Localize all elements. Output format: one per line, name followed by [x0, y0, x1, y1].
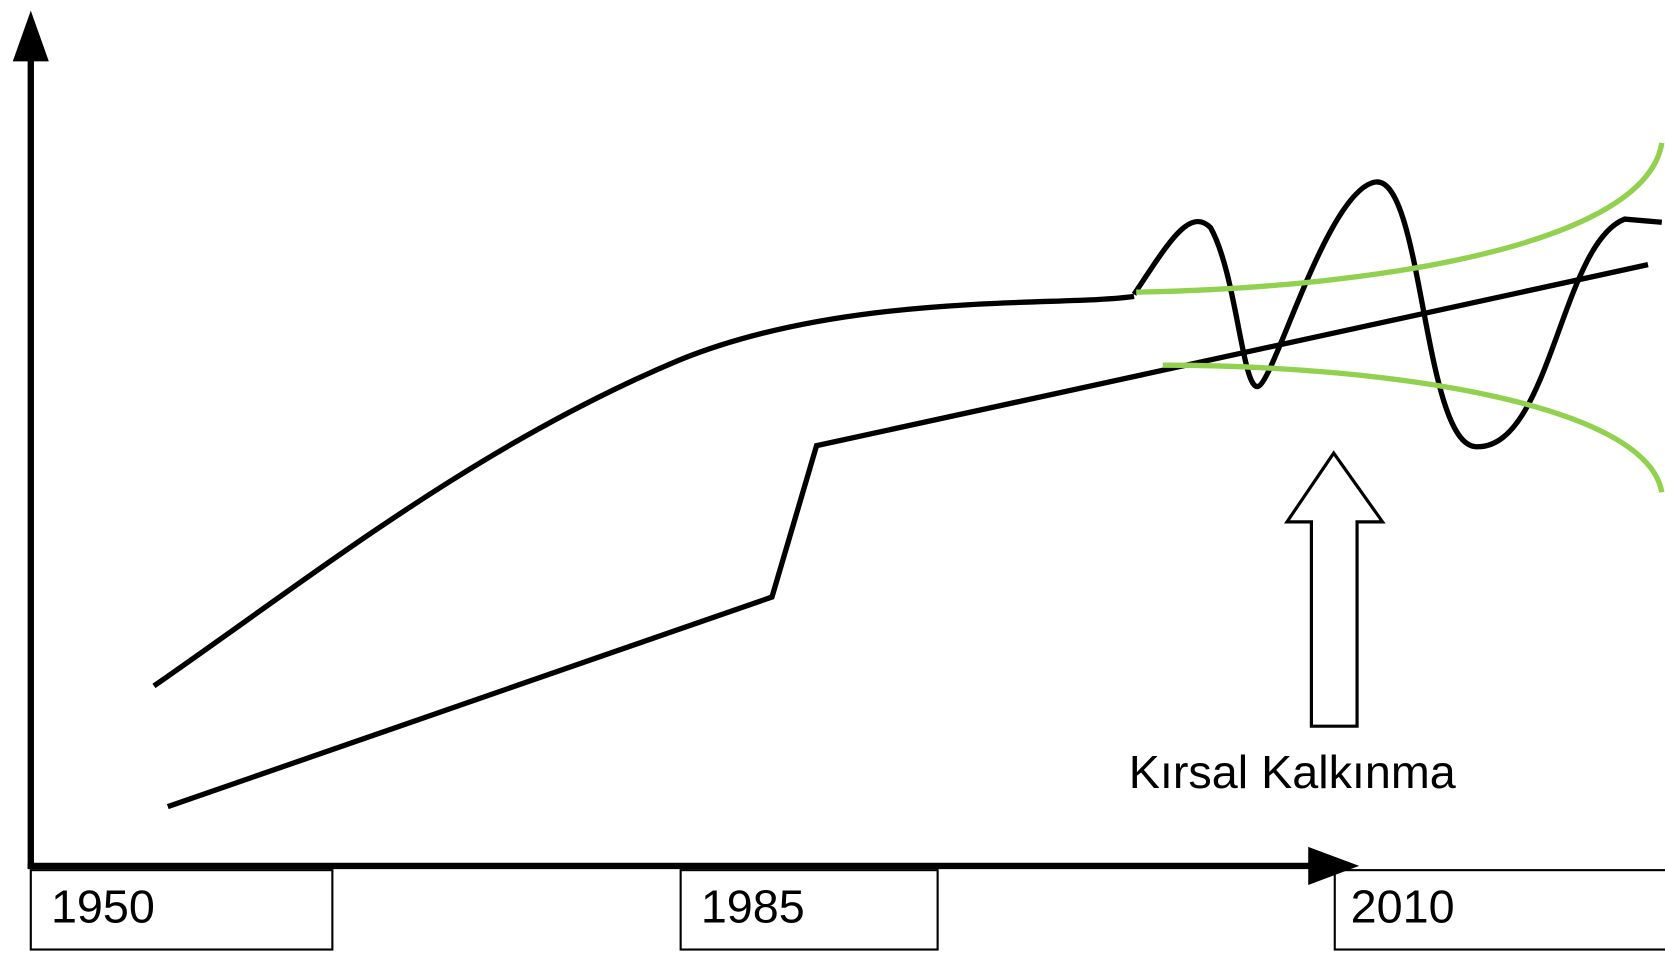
green-upper	[1136, 142, 1665, 295]
green-lower	[1162, 362, 1665, 493]
annotation-label: Kırsal Kalkınma	[1129, 746, 1456, 798]
year-box	[29, 869, 334, 951]
year-label: 1950	[51, 881, 155, 933]
x-axis-arrow	[1308, 846, 1360, 885]
y-axis-arrow	[12, 10, 49, 62]
year-box	[679, 869, 939, 951]
lower-line	[166, 262, 1649, 810]
year-box	[1333, 869, 1665, 951]
year-label: 2010	[1351, 881, 1455, 933]
up-arrow	[1283, 450, 1386, 728]
upper-curve	[152, 293, 1135, 689]
year-label: 1985	[701, 881, 805, 933]
